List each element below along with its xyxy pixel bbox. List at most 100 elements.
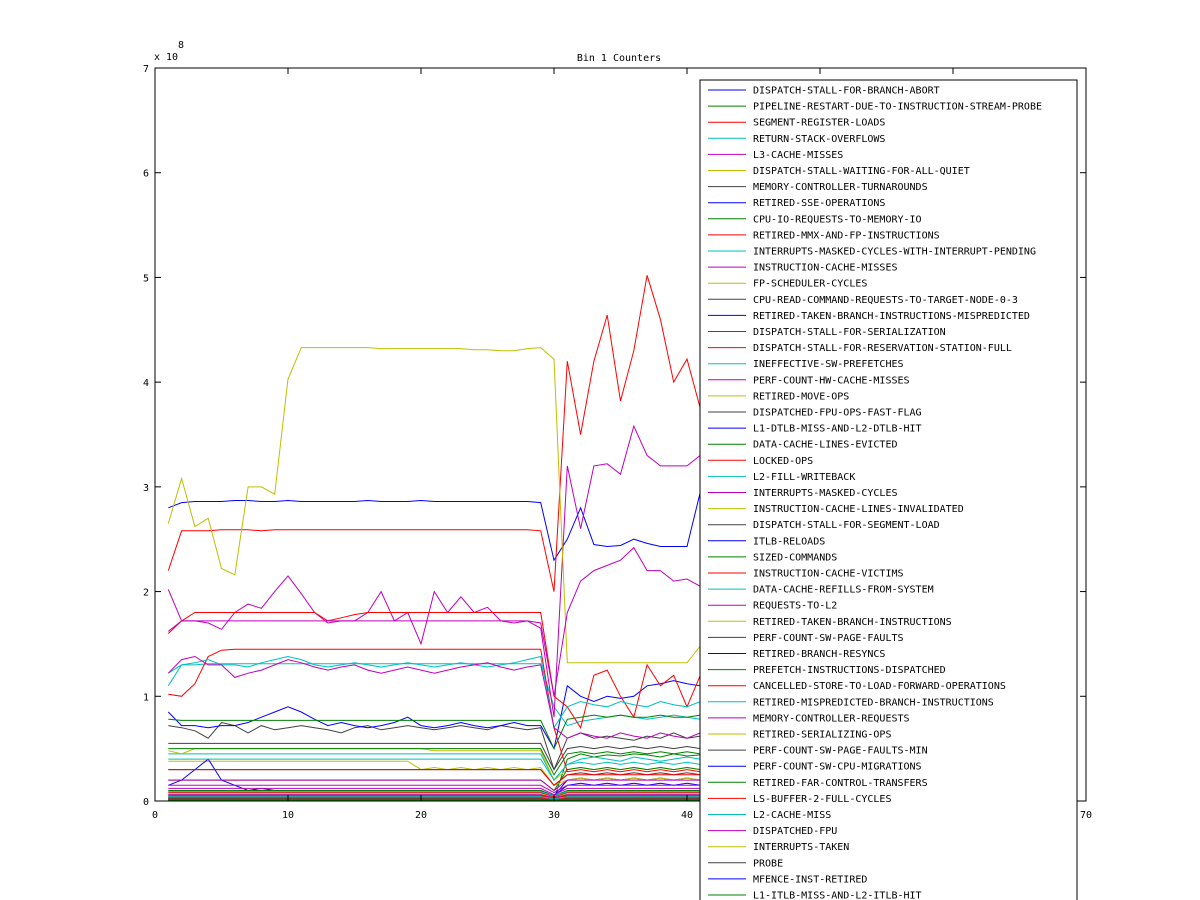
y-exponent-power: 8 [178, 40, 184, 51]
legend-label: DISPATCH-STALL-FOR-RESERVATION-STATION-F… [753, 343, 1012, 354]
legend-label: PERF-COUNT-SW-PAGE-FAULTS-MIN [753, 746, 928, 757]
x-tick-label: 0 [152, 810, 158, 821]
legend-label: INSTRUCTION-CACHE-MISSES [753, 263, 898, 274]
series-line-17 [168, 648, 714, 773]
series-line-31 [168, 792, 714, 798]
legend-label: INSTRUCTION-CACHE-LINES-INVALIDATED [753, 504, 964, 515]
legend-label: DISPATCHED-FPU [753, 826, 837, 837]
legend-label: REQUESTS-TO-L2 [753, 601, 837, 612]
legend-label: PREFETCH-INSTRUCTIONS-DISPATCHED [753, 665, 946, 676]
legend-label: INTERRUPTS-TAKEN [753, 842, 849, 853]
legend-label: DISPATCH-STALL-FOR-BRANCH-ABORT [753, 86, 940, 97]
series-line-25 [168, 758, 714, 781]
legend-label: DISPATCHED-FPU-OPS-FAST-FLAG [753, 408, 922, 419]
legend-label: DATA-CACHE-REFILLS-FROM-SYSTEM [753, 585, 934, 596]
x-tick-label: 30 [548, 810, 560, 821]
legend-box [699, 79, 1078, 900]
series-line-12 [167, 546, 714, 697]
y-tick-label: 6 [143, 169, 149, 180]
legend: DISPATCH-STALL-FOR-BRANCH-ABORT PIPELINE-… [699, 79, 1078, 900]
y-tick-label: 5 [143, 273, 149, 284]
legend-label: L2-CACHE-MISS [753, 810, 831, 821]
legend-label: L2-FILL-WRITEBACK [753, 472, 855, 483]
y-tick-label: 2 [143, 588, 149, 599]
legend-label: CPU-READ-COMMAND-REQUESTS-TO-TARGET-NODE… [753, 295, 1018, 306]
series-line-46 [168, 796, 714, 800]
legend-label: RETIRED-MMX-AND-FP-INSTRUCTIONS [753, 230, 940, 241]
x-tick-label: 40 [681, 810, 693, 821]
series-line-3 [167, 275, 714, 592]
series-lines [167, 275, 715, 801]
series-line-19 [167, 655, 714, 739]
series-line-40 [168, 784, 714, 794]
series-line-49 [168, 798, 714, 801]
legend-label: INSTRUCTION-CACHE-VICTIMS [753, 569, 904, 580]
series-line-26 [168, 779, 714, 792]
y-exponent-base: x 10 [154, 52, 178, 63]
legend-label: ITLB-RELOADS [753, 536, 825, 547]
legend-label: L1-DTLB-MISS-AND-L2-DTLB-HIT [753, 424, 922, 435]
legend-label: INTERRUPTS-MASKED-CYCLES [753, 488, 898, 499]
series-line-11 [168, 753, 714, 781]
legend-label: RETIRED-MISPREDICTED-BRANCH-INSTRUCTIONS [753, 697, 994, 708]
legend-label: INEFFECTIVE-SW-PREFETCHES [753, 359, 904, 370]
legend-label: CANCELLED-STORE-TO-LOAD-FORWARD-OPERATIO… [753, 681, 1006, 692]
legend-label: RETIRED-BRANCH-RESYNCS [753, 649, 885, 660]
legend-label: PERF-COUNT-SW-CPU-MIGRATIONS [753, 762, 922, 773]
legend-label: DISPATCH-STALL-FOR-SERIALIZATION [753, 327, 946, 338]
series-line-45 [168, 795, 714, 799]
y-tick-label: 3 [143, 483, 149, 494]
series-line-10 [167, 612, 715, 729]
series-line-47 [168, 794, 714, 799]
plot-area [167, 275, 715, 801]
legend-label: L3-CACHE-MISSES [753, 150, 843, 161]
legend-label: INTERRUPTS-MASKED-CYCLES-WITH-INTERRUPT-… [753, 247, 1036, 258]
y-tick-label: 4 [143, 378, 149, 389]
series-line-34 [168, 793, 714, 799]
series-line-30 [168, 790, 714, 797]
series-line-24 [168, 769, 714, 786]
series-line-9 [168, 714, 714, 750]
x-tick-label: 20 [415, 810, 427, 821]
legend-label: LS-BUFFER-2-FULL-CYCLES [753, 794, 891, 805]
y-tick-label: 1 [143, 692, 149, 703]
legend-label: RETIRED-TAKEN-BRANCH-INSTRUCTIONS-MISPRE… [753, 311, 1030, 322]
series-line-33 [168, 787, 714, 796]
chart-title: Bin 1 Counters [577, 53, 661, 64]
legend-label: PIPELINE-RESTART-DUE-TO-INSTRUCTION-STRE… [753, 102, 1042, 113]
series-line-18 [168, 655, 714, 730]
x-tick-label: 10 [282, 810, 294, 821]
legend-label: RETIRED-SERIALIZING-OPS [753, 730, 891, 741]
legend-label: PERF-COUNT-HW-CACHE-MISSES [753, 375, 910, 386]
legend-label: FP-SCHEDULER-CYCLES [753, 279, 867, 290]
series-line-6 [167, 347, 714, 664]
series-line-14 [168, 742, 714, 771]
y-tick-label: 7 [143, 64, 149, 75]
legend-label: RETIRED-MOVE-OPS [753, 391, 849, 402]
legend-label: L1-ITLB-MISS-AND-L2-ITLB-HIT [753, 891, 922, 900]
axes-box [154, 67, 1087, 802]
x-tick-label: 70 [1080, 810, 1092, 821]
legend-label: SEGMENT-REGISTER-LOADS [753, 118, 885, 129]
legend-label: PROBE [753, 858, 783, 869]
legend-label: DISPATCH-STALL-WAITING-FOR-ALL-QUIET [753, 166, 970, 177]
legend-label: MEMORY-CONTROLLER-TURNAROUNDS [753, 182, 928, 193]
series-line-38 [168, 797, 714, 800]
series-line-39 [168, 791, 714, 797]
legend-label: RETURN-STACK-OVERFLOWS [753, 134, 885, 145]
legend-label: RETIRED-TAKEN-BRANCH-INSTRUCTIONS [753, 617, 952, 628]
legend-label: MFENCE-INST-RETIRED [753, 874, 867, 885]
series-line-23 [168, 748, 714, 776]
y-tick-label: 0 [143, 797, 149, 808]
legend-label: RETIRED-SSE-OPERATIONS [753, 198, 885, 209]
series-line-7 [168, 721, 714, 772]
legend-label: DATA-CACHE-LINES-EVICTED [753, 440, 898, 451]
series-line-5 [167, 424, 715, 718]
legend-label: PERF-COUNT-SW-PAGE-FAULTS [753, 633, 904, 644]
legend-label: LOCKED-OPS [753, 456, 813, 467]
legend-label: RETIRED-FAR-CONTROL-TRANSFERS [753, 778, 928, 789]
legend-label: MEMORY-CONTROLLER-REQUESTS [753, 713, 910, 724]
series-line-1 [168, 490, 715, 562]
legend-label: CPU-IO-REQUESTS-TO-MEMORY-IO [753, 214, 922, 225]
